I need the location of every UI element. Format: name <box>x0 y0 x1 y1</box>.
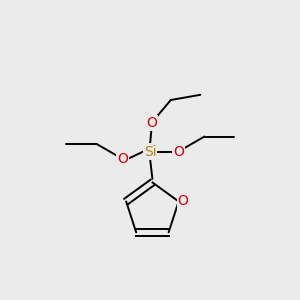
Text: O: O <box>146 116 157 130</box>
Text: O: O <box>173 145 184 158</box>
Text: Si: Si <box>144 145 156 158</box>
Text: O: O <box>178 194 189 208</box>
Text: O: O <box>117 152 128 166</box>
